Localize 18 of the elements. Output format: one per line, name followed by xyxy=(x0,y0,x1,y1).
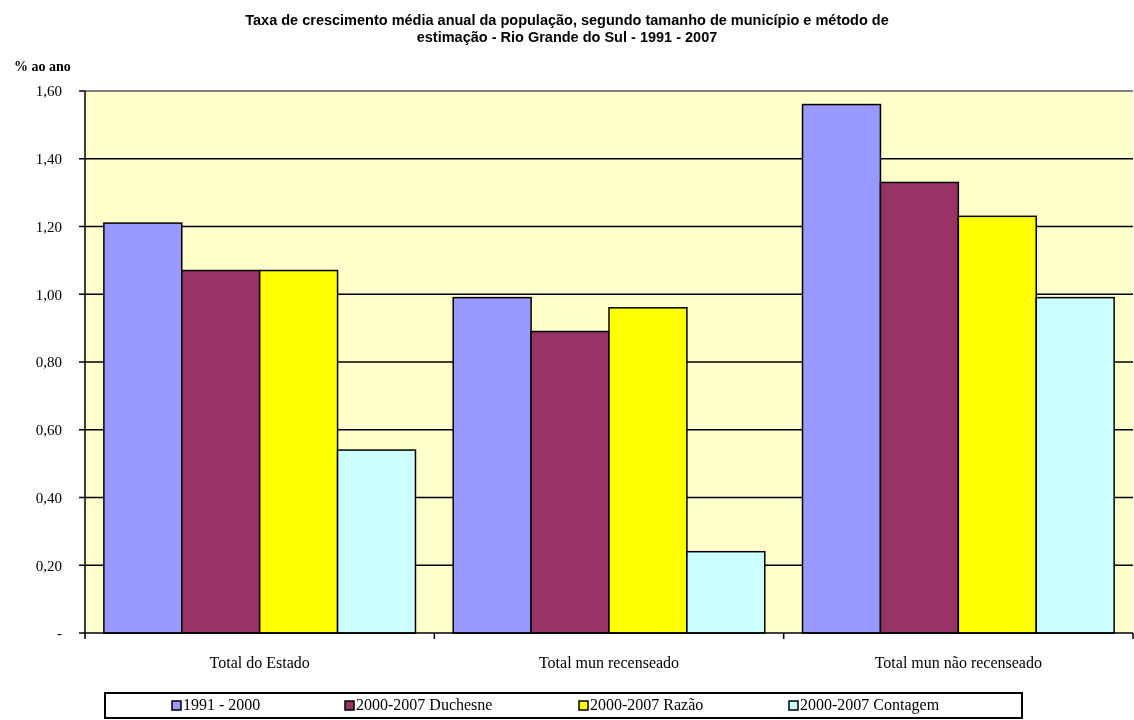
legend-label: 2000-2007 Contagem xyxy=(800,696,940,714)
x-tick-label: Total do Estado xyxy=(209,654,310,671)
y-tick-label: 0,80 xyxy=(35,354,62,371)
x-tick-label: Total mun não recenseado xyxy=(874,654,1042,671)
legend-label: 1991 - 2000 xyxy=(183,696,261,713)
y-tick-label: 1,00 xyxy=(35,286,62,303)
y-tick-label: - xyxy=(57,625,62,642)
y-tick-label: 1,40 xyxy=(35,151,62,167)
y-tick-label: 0,60 xyxy=(35,422,62,438)
legend-label: 2000-2007 Duchesne xyxy=(356,696,493,713)
x-tick-label: Total mun recenseado xyxy=(538,654,680,671)
y-axis-title: % ao ano xyxy=(14,59,71,74)
y-tick-label: 1,60 xyxy=(35,83,62,100)
legend-label: 2000-2007 Razão xyxy=(590,696,704,713)
y-tick-label: 0,20 xyxy=(35,557,62,574)
y-tick-label: 0,40 xyxy=(35,489,62,506)
y-tick-label: 1,20 xyxy=(35,218,62,235)
chart-title: Taxa de crescimento média anual da população, segundo tamanho de município e método de estimação - Rio Grande do Sul - 1991 - 2007 xyxy=(245,12,889,45)
